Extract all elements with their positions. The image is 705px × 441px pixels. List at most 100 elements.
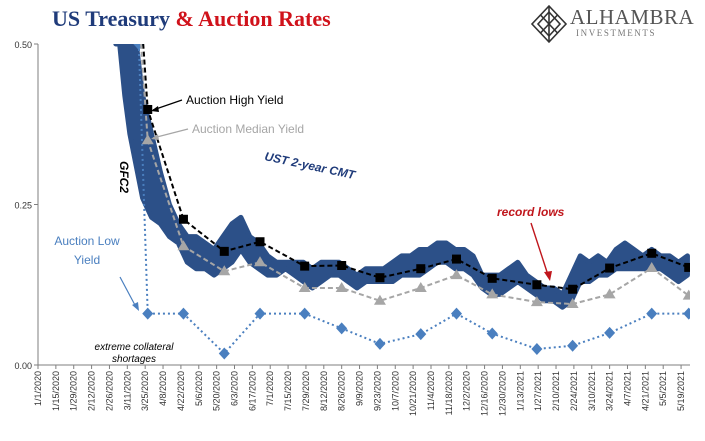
x-tick-label: 3/11/2020 bbox=[122, 371, 132, 410]
x-tick-label: 6/3/2020 bbox=[229, 371, 239, 406]
series-auction-low-marker bbox=[604, 326, 616, 339]
series-auction-median-marker bbox=[486, 288, 499, 299]
y-tick-label: 0.00 bbox=[14, 361, 32, 371]
x-tick-label: 11/4/2020 bbox=[426, 371, 436, 410]
series-auction-high-line bbox=[142, 44, 690, 291]
series-auction-low-marker bbox=[142, 307, 154, 320]
series-auction-median-marker bbox=[682, 289, 690, 300]
x-tick-label: 10/7/2020 bbox=[390, 371, 400, 411]
series-auction-high-marker bbox=[300, 261, 310, 271]
logo-name: ALHAMBRA bbox=[570, 5, 695, 29]
series-auction-median-marker bbox=[141, 134, 154, 145]
series-auction-high-marker bbox=[605, 263, 615, 273]
arrowhead-icon bbox=[151, 106, 159, 112]
alhambra-logo: ALHAMBRA INVESTMENTS bbox=[530, 4, 700, 44]
series-auction-low-marker bbox=[683, 307, 690, 320]
series-auction-high-marker bbox=[452, 254, 462, 264]
series-auction-high-marker bbox=[647, 248, 657, 258]
series-auction-median-marker bbox=[218, 265, 231, 276]
x-tick-label: 5/20/2020 bbox=[212, 371, 222, 411]
title-part-auction: & Auction Rates bbox=[175, 6, 331, 31]
median-yield-pointer bbox=[152, 128, 189, 139]
x-tick-label: 4/22/2020 bbox=[176, 371, 186, 411]
series-auction-median-marker bbox=[450, 269, 463, 280]
x-tick-label: 7/1/2020 bbox=[265, 371, 275, 406]
x-tick-label: 2/12/2020 bbox=[87, 371, 97, 411]
x-tick-label: 9/23/2020 bbox=[372, 371, 382, 411]
series-auction-median-marker bbox=[530, 296, 543, 307]
x-tick-label: 5/6/2020 bbox=[194, 371, 204, 406]
series-auction-high-marker bbox=[684, 262, 690, 272]
x-tick-label: 8/26/2020 bbox=[337, 371, 347, 411]
series-auction-median-marker bbox=[298, 281, 311, 292]
label-record-lows: record lows bbox=[497, 205, 565, 219]
low-yield-pointer bbox=[119, 276, 137, 308]
x-tick-label: 4/21/2021 bbox=[640, 371, 650, 411]
x-tick-label: 9/9/2020 bbox=[355, 371, 365, 406]
series-auction-low-marker bbox=[415, 328, 427, 341]
arrowhead-icon bbox=[132, 302, 139, 311]
label-gfc2: GFC2 bbox=[117, 161, 131, 193]
series-auction-high-marker bbox=[219, 246, 229, 256]
label-ust-cmt: UST 2-year CMT bbox=[263, 149, 358, 182]
series-auction-low-marker bbox=[646, 307, 658, 320]
arrowhead-icon bbox=[544, 271, 552, 281]
series-auction-median-marker bbox=[566, 298, 579, 309]
x-tick-label: 3/24/2021 bbox=[605, 371, 615, 411]
series-auction-low-marker bbox=[336, 322, 348, 335]
title-part-treasury: US Treasury bbox=[52, 6, 170, 31]
x-tick-label: 1/13/2021 bbox=[515, 371, 525, 411]
x-tick-label: 12/16/2020 bbox=[480, 371, 490, 416]
series-auction-high-marker bbox=[337, 260, 347, 270]
x-tick-label: 4/8/2020 bbox=[158, 371, 168, 406]
x-tick-label: 7/29/2020 bbox=[301, 371, 311, 411]
arrowhead-icon bbox=[151, 134, 159, 140]
series-ust-2y-cmt-band bbox=[113, 44, 690, 310]
x-tick-label: 10/21/2020 bbox=[408, 371, 418, 416]
series-auction-high-marker bbox=[568, 284, 578, 294]
series-auction-median-line bbox=[140, 44, 690, 306]
series-auction-high-marker bbox=[532, 280, 542, 290]
y-tick-label: 0.25 bbox=[14, 201, 32, 211]
series-auction-median-marker bbox=[645, 262, 658, 273]
series-auction-low-line bbox=[137, 44, 689, 355]
x-tick-label: 2/26/2020 bbox=[104, 371, 114, 411]
series-auction-low-marker bbox=[254, 307, 266, 320]
x-tick-label: 1/27/2021 bbox=[533, 371, 543, 411]
series-auction-low-marker bbox=[177, 307, 189, 320]
label-extreme-collateral: extreme collateral bbox=[95, 342, 175, 353]
y-tick-label: 0.50 bbox=[14, 40, 32, 50]
logo-subtitle: INVESTMENTS bbox=[576, 28, 657, 38]
label-auction-high: Auction High Yield bbox=[186, 93, 283, 107]
x-tick-label: 2/10/2021 bbox=[551, 371, 561, 411]
label-auction-median: Auction Median Yield bbox=[192, 122, 304, 136]
series-auction-high-marker bbox=[416, 264, 426, 274]
record-lows-pointer bbox=[530, 222, 549, 276]
label-shortages: shortages bbox=[112, 354, 156, 365]
x-tick-label: 2/24/2021 bbox=[569, 371, 579, 411]
x-tick-label: 3/25/2020 bbox=[140, 371, 150, 411]
series-auction-median-marker bbox=[335, 281, 348, 292]
series-auction-high-marker bbox=[255, 237, 265, 247]
series-auction-median-marker bbox=[177, 240, 190, 251]
x-tick-label: 12/2/2020 bbox=[462, 371, 472, 411]
x-tick-label: 1/1/2020 bbox=[33, 371, 43, 406]
x-tick-label: 12/30/2020 bbox=[497, 371, 507, 416]
series-auction-median-marker bbox=[373, 294, 386, 305]
x-tick-label: 5/19/2021 bbox=[676, 371, 686, 411]
x-tick-label: 3/10/2021 bbox=[587, 371, 597, 411]
series-auction-median-marker bbox=[133, 6, 145, 16]
series-auction-median-marker bbox=[603, 288, 616, 299]
series-auction-median-marker bbox=[254, 256, 267, 267]
series-auction-low-marker bbox=[218, 347, 230, 360]
chart-title: US Treasury & Auction Rates bbox=[52, 6, 331, 32]
x-tick-label: 5/5/2021 bbox=[658, 371, 668, 406]
plot-area bbox=[113, 6, 690, 360]
series-auction-low-marker bbox=[374, 337, 386, 350]
x-tick-label: 7/15/2020 bbox=[283, 371, 293, 411]
series-auction-low-marker bbox=[451, 307, 463, 320]
x-tick-label: 1/15/2020 bbox=[51, 371, 61, 411]
series-auction-low-marker bbox=[567, 339, 579, 352]
